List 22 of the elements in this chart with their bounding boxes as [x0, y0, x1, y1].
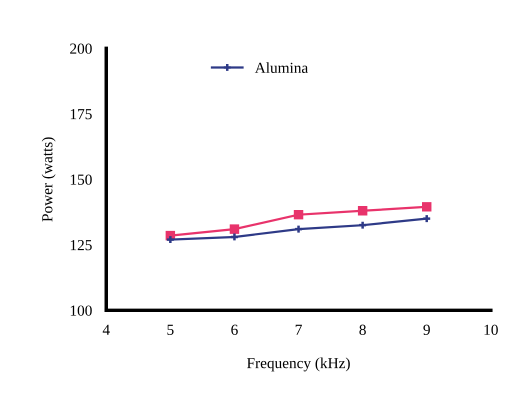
point	[294, 210, 304, 220]
x-tick-label: 6	[231, 324, 238, 335]
point	[358, 220, 368, 230]
point	[422, 202, 432, 212]
x-tick-label: 4	[102, 324, 110, 335]
x-axis-title: Frequency (kHz)	[247, 358, 350, 372]
y-tick-label: 100	[70, 305, 92, 316]
y-tick-label: 200	[70, 44, 92, 54]
y-tick-label: 125	[70, 240, 92, 250]
point	[230, 232, 240, 242]
x-tick-label: 10	[484, 324, 498, 335]
point	[294, 224, 304, 234]
point	[358, 206, 368, 216]
x-tick-label: 5	[167, 324, 174, 335]
x-tick-label: 9	[423, 324, 430, 335]
point	[230, 224, 240, 234]
x-tick-label: 8	[359, 324, 366, 335]
y-tick-label: 175	[70, 109, 92, 120]
x-tick-label: 7	[296, 324, 302, 335]
y-tick-label: 150	[70, 174, 92, 185]
legend-label: Alumina	[254, 62, 308, 73]
y-axis-title: Power (watts)	[42, 137, 56, 222]
